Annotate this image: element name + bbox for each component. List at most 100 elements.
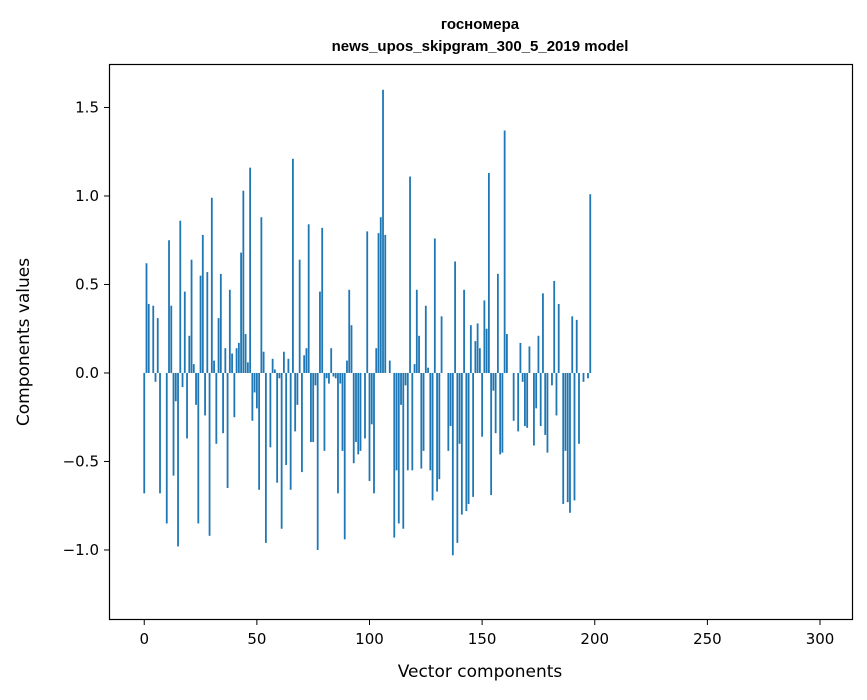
bar-45 [244, 334, 247, 373]
bar-100 [368, 372, 371, 481]
bar-129 [433, 238, 436, 373]
bar-189 [569, 372, 571, 513]
bar-166 [517, 372, 520, 432]
bar-178 [544, 372, 547, 435]
bar-15 [177, 372, 179, 547]
bar-33 [217, 318, 220, 373]
bar-51 [258, 372, 261, 490]
bars-group [143, 89, 592, 556]
bar-107 [384, 234, 387, 373]
x-tick-label: 100 [355, 630, 384, 648]
x-tick-label: 200 [580, 630, 609, 648]
bar-159 [501, 372, 504, 453]
bar-184 [557, 303, 560, 373]
bar-66 [292, 158, 294, 373]
bar-123 [420, 372, 423, 469]
bar-136 [449, 372, 452, 427]
bar-26 [201, 234, 204, 373]
bar-30 [210, 197, 213, 373]
x-tick-label: 0 [139, 630, 149, 648]
y-tick-label: 1.5 [75, 98, 99, 116]
bar-53 [262, 351, 265, 373]
bar-186 [562, 372, 565, 504]
bar-181 [551, 372, 553, 386]
bar-16 [179, 220, 182, 373]
bar-50 [255, 372, 258, 409]
y-tick-label: 1.0 [75, 187, 99, 205]
bar-46 [246, 362, 249, 373]
bar-160 [503, 130, 506, 373]
bar-103 [375, 348, 378, 373]
bar-141 [460, 372, 463, 515]
bar-170 [526, 372, 529, 428]
bar-28 [206, 272, 209, 373]
bar-130 [436, 372, 438, 492]
bar-1 [145, 263, 148, 373]
bar-197 [587, 372, 589, 379]
bar-48 [251, 372, 254, 421]
bar-7 [159, 372, 161, 494]
bar-192 [575, 319, 578, 373]
bar-36 [224, 348, 227, 373]
bar-76 [314, 372, 317, 386]
bar-84 [332, 372, 335, 377]
bar-79 [321, 227, 324, 373]
bar-20 [188, 335, 191, 373]
y-tick-label: 0.0 [75, 364, 99, 382]
y-tick-label: 0.5 [75, 275, 99, 293]
bar-63 [285, 372, 288, 466]
bar-168 [521, 372, 524, 382]
chart-title-line-2: news_upos_skipgram_300_5_2019 model [332, 38, 629, 55]
bar-41 [235, 348, 238, 373]
bar-169 [524, 372, 526, 427]
bar-22 [192, 364, 195, 373]
bar-120 [413, 364, 416, 373]
bar-150 [481, 372, 484, 437]
bar-193 [578, 372, 580, 444]
x-axis-ticks: 0 50 100 150 200 250 300 [139, 619, 834, 648]
bar-40 [233, 372, 236, 418]
bar-57 [271, 358, 274, 373]
bar-44 [242, 190, 245, 373]
bar-58 [273, 369, 276, 373]
bar-113 [397, 372, 400, 524]
bar-119 [411, 372, 414, 471]
bar-25 [199, 275, 202, 373]
bar-2 [147, 303, 150, 373]
bar-43 [240, 252, 242, 373]
bar-190 [571, 316, 574, 373]
bar-13 [172, 372, 175, 476]
bar-11 [168, 240, 170, 373]
x-tick-label: 150 [468, 630, 497, 648]
bar-82 [328, 372, 330, 384]
bar-182 [553, 280, 556, 373]
bar-175 [537, 335, 540, 373]
bar-10 [165, 372, 168, 524]
bar-135 [447, 372, 450, 451]
bar-115 [402, 372, 405, 529]
bar-70 [301, 372, 303, 473]
bar-39 [231, 353, 233, 373]
bar-91 [348, 289, 351, 373]
bar-187 [564, 372, 567, 451]
bar-38 [228, 289, 231, 373]
bar-83 [330, 348, 333, 373]
bar-12 [170, 305, 173, 373]
bar-146 [472, 372, 475, 497]
bar-31 [213, 360, 215, 373]
bar-106 [382, 89, 384, 373]
chart-title-line-1: госномера [441, 16, 520, 33]
bar-90 [346, 360, 348, 373]
bar-128 [431, 372, 434, 501]
bar-24 [197, 372, 200, 524]
bar-68 [296, 372, 299, 405]
bar-67 [294, 372, 297, 432]
bar-47 [249, 167, 252, 373]
bar-69 [298, 259, 301, 373]
bar-14 [174, 372, 177, 402]
x-tick-label: 250 [693, 630, 722, 648]
plot-frame [108, 63, 854, 621]
bar-17 [181, 372, 184, 388]
bar-147 [474, 341, 477, 373]
bar-158 [499, 372, 502, 455]
